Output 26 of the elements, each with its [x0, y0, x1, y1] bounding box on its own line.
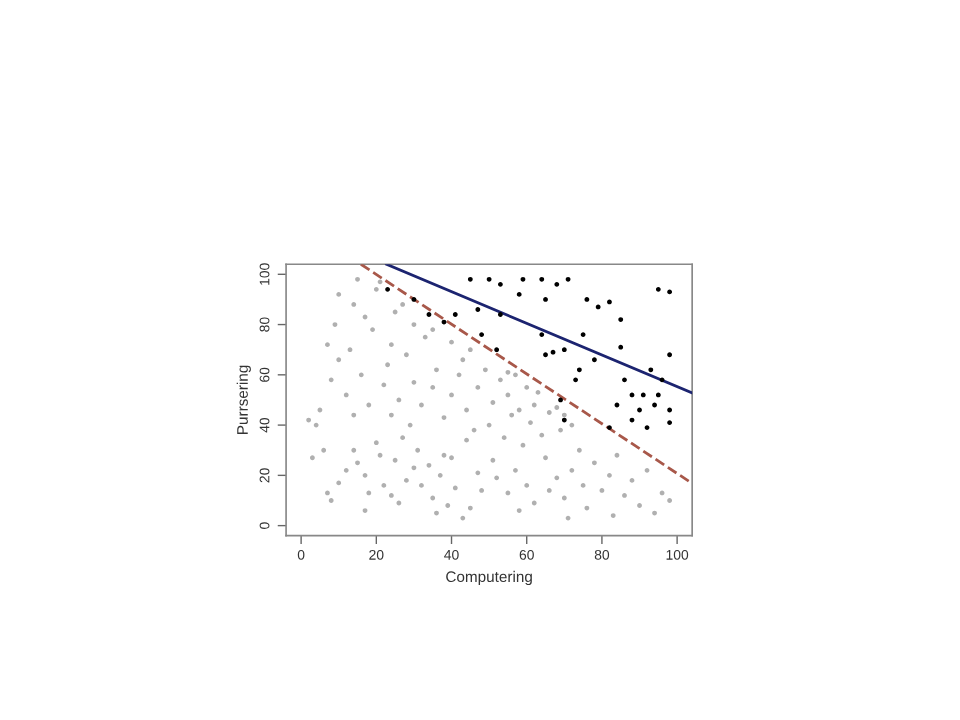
point	[667, 352, 673, 358]
point	[580, 332, 586, 338]
point	[667, 289, 673, 295]
point	[655, 286, 661, 292]
point	[467, 276, 473, 282]
point	[494, 347, 500, 353]
point	[539, 276, 545, 282]
point	[573, 377, 579, 383]
point	[576, 367, 582, 373]
point	[565, 276, 571, 282]
point	[520, 276, 526, 282]
point	[554, 281, 560, 287]
point	[486, 276, 492, 282]
point	[655, 392, 661, 398]
point	[516, 291, 522, 297]
point	[385, 286, 391, 292]
point	[561, 417, 567, 423]
point	[561, 347, 567, 353]
point	[550, 349, 556, 355]
point	[539, 332, 545, 338]
point	[618, 344, 624, 350]
point	[648, 367, 654, 373]
point	[497, 281, 503, 287]
point	[479, 332, 485, 338]
point	[640, 392, 646, 398]
point	[591, 357, 597, 363]
